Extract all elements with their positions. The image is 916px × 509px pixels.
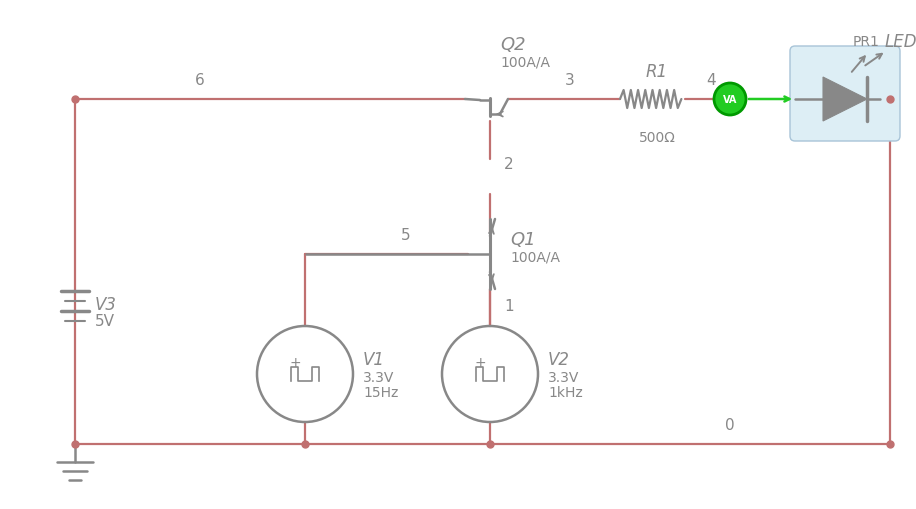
Text: 3.3V: 3.3V — [363, 370, 395, 384]
Circle shape — [714, 84, 746, 116]
Text: R1: R1 — [646, 63, 668, 81]
Text: 4: 4 — [706, 73, 716, 88]
Text: VA: VA — [723, 95, 737, 105]
Text: PR1: PR1 — [853, 35, 880, 49]
Text: 1kHz: 1kHz — [548, 385, 583, 399]
Text: 5V: 5V — [95, 314, 115, 329]
Text: 100A/A: 100A/A — [500, 55, 550, 69]
Text: 6: 6 — [195, 73, 205, 88]
Text: Q2: Q2 — [500, 36, 526, 54]
Text: 3.3V: 3.3V — [548, 370, 580, 384]
Text: 0: 0 — [725, 417, 735, 432]
Text: +: + — [289, 355, 300, 369]
Text: +: + — [474, 355, 485, 369]
Text: 5: 5 — [400, 228, 410, 242]
Text: 2: 2 — [504, 157, 514, 172]
Text: Q1: Q1 — [510, 231, 536, 248]
Text: 1: 1 — [504, 299, 514, 314]
Text: V2: V2 — [548, 350, 570, 369]
Text: 15Hz: 15Hz — [363, 385, 398, 399]
Text: 3: 3 — [565, 73, 575, 88]
Text: 500Ω: 500Ω — [638, 131, 675, 145]
FancyBboxPatch shape — [790, 47, 900, 142]
Polygon shape — [823, 78, 867, 122]
Text: 100A/A: 100A/A — [510, 250, 560, 265]
Text: V3: V3 — [95, 295, 117, 314]
Text: V1: V1 — [363, 350, 385, 369]
Text: LED1: LED1 — [885, 33, 916, 51]
